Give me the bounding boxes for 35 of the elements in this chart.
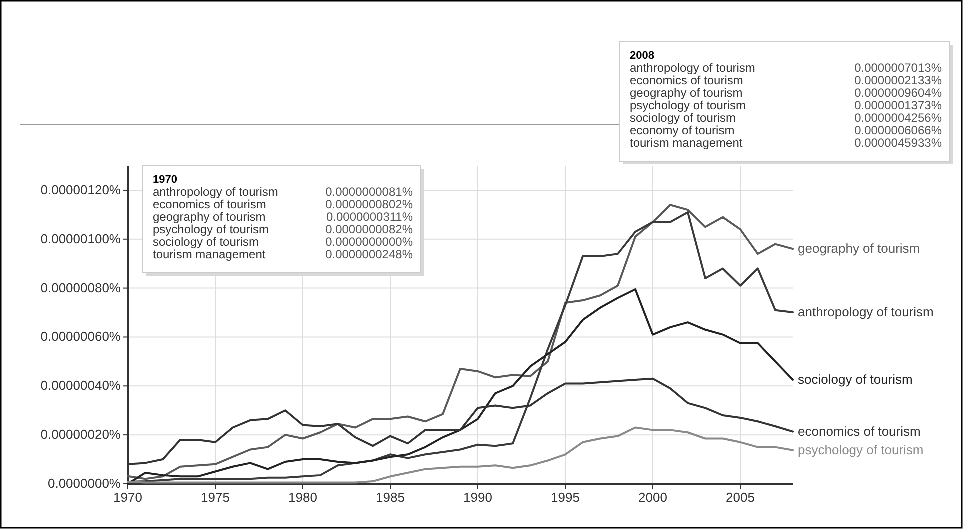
y-tick-label: 0.00000060% <box>40 329 122 344</box>
y-tick-label: 0.00000100% <box>40 231 122 246</box>
x-tick-label: 1990 <box>464 490 492 505</box>
series-label: anthropology of tourism <box>798 304 934 320</box>
text: economics of tourism 0.0000000802% <box>153 198 413 212</box>
text: sociology of tourism 0.0000000000% <box>153 235 413 249</box>
series-label: economics of tourism <box>798 424 921 439</box>
series-label: psychology of tourism <box>798 442 924 458</box>
y-tick-label: 0.00000120% <box>40 182 122 198</box>
x-tick-label: 2000 <box>638 490 668 505</box>
series-label: geography of tourism <box>798 241 920 256</box>
text: psychology of tourism 0.0000001373% <box>630 98 942 112</box>
text: tourism management 0.0000000248% <box>153 248 413 262</box>
text: economy of tourism 0.0000006066% <box>630 124 942 138</box>
y-tick-label: 0.0000000% <box>48 476 122 491</box>
x-tick-label: 1970 <box>114 490 142 505</box>
y-tick-label: 0.00000020% <box>40 427 122 442</box>
text: geography of tourism 0.0000009604% <box>630 86 942 100</box>
x-tick-label: 2005 <box>726 490 755 505</box>
text: tourism management 0.0000045933% <box>630 136 942 150</box>
text: anthropology of tourism 0.0000000081% <box>153 185 413 199</box>
x-tick-label: 1985 <box>376 490 405 505</box>
series-label: sociology of tourism <box>798 372 913 387</box>
text: geography of tourism 0.0000000311% <box>153 210 413 224</box>
text: anthropology of tourism 0.0000007013% <box>630 61 942 75</box>
text: psychology of tourism 0.0000000082% <box>153 222 413 236</box>
x-tick-label: 1980 <box>288 490 318 505</box>
annotation: 1970 <box>153 174 178 186</box>
text: economics of tourism 0.0000002133% <box>630 74 942 88</box>
y-tick-label: 0.00000040% <box>40 378 122 394</box>
x-tick-label: 1995 <box>551 490 580 505</box>
y-tick-label: 0.00000080% <box>40 280 122 296</box>
text: sociology of tourism 0.0000004256% <box>630 111 942 125</box>
x-tick-label: 1975 <box>201 490 230 505</box>
text: 2008 <box>630 50 654 62</box>
